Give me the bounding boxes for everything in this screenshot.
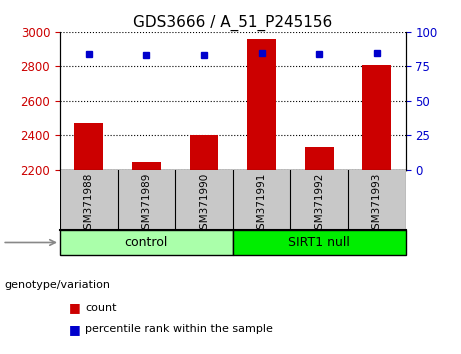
Bar bbox=[132, 162, 161, 170]
Text: GSM371991: GSM371991 bbox=[257, 172, 266, 236]
Text: GSM371988: GSM371988 bbox=[84, 172, 94, 236]
Bar bbox=[247, 39, 276, 170]
Text: GSM371993: GSM371993 bbox=[372, 172, 382, 236]
Text: SIRT1 null: SIRT1 null bbox=[288, 236, 350, 249]
Text: ■: ■ bbox=[69, 302, 81, 314]
Bar bbox=[189, 135, 219, 170]
Text: control: control bbox=[124, 236, 168, 249]
Text: count: count bbox=[85, 303, 117, 313]
Bar bbox=[74, 123, 103, 170]
Title: GDS3666 / A_51_P245156: GDS3666 / A_51_P245156 bbox=[133, 14, 332, 30]
Bar bbox=[305, 147, 334, 170]
Bar bbox=[233, 230, 406, 255]
Bar bbox=[60, 230, 233, 255]
Text: GSM371989: GSM371989 bbox=[142, 172, 151, 236]
Bar bbox=[362, 64, 391, 170]
Text: percentile rank within the sample: percentile rank within the sample bbox=[85, 324, 273, 334]
Text: GSM371992: GSM371992 bbox=[314, 172, 324, 236]
Text: ■: ■ bbox=[69, 323, 81, 336]
Text: GSM371990: GSM371990 bbox=[199, 172, 209, 236]
Text: genotype/variation: genotype/variation bbox=[5, 280, 111, 290]
